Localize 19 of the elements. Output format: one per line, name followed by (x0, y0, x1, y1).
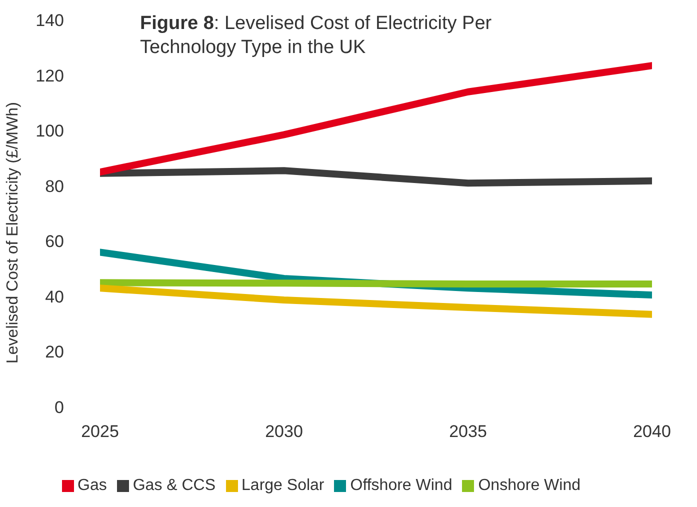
chart-title: Figure 8: Levelised Cost of Electricity Per Technology Type in the UK (140, 12, 493, 60)
legend-label: Gas & CCS (132, 477, 216, 494)
y-axis-title: Levelised Cost of Electricity (£/MWh) (4, 102, 22, 364)
y-tick-label: 0 (54, 398, 64, 418)
y-tick-label: 140 (36, 11, 64, 30)
legend-label: Gas (78, 477, 107, 494)
y-tick-label: 40 (45, 287, 64, 306)
legend-label: Onshore Wind (478, 477, 580, 494)
legend-label: Offshore Wind (350, 477, 452, 494)
x-tick-label: 2040 (633, 422, 671, 442)
x-tick-label: 2030 (265, 422, 303, 442)
y-tick-label: 120 (36, 66, 64, 86)
y-tick-label: 60 (45, 232, 64, 252)
y-tick-label: 100 (36, 122, 64, 141)
x-tick-label: 2035 (449, 422, 487, 442)
y-tick-label: 20 (45, 342, 64, 362)
x-tick-label: 2025 (81, 422, 119, 442)
y-tick-label: 80 (45, 176, 64, 196)
legend-label: Large Solar (242, 477, 324, 494)
